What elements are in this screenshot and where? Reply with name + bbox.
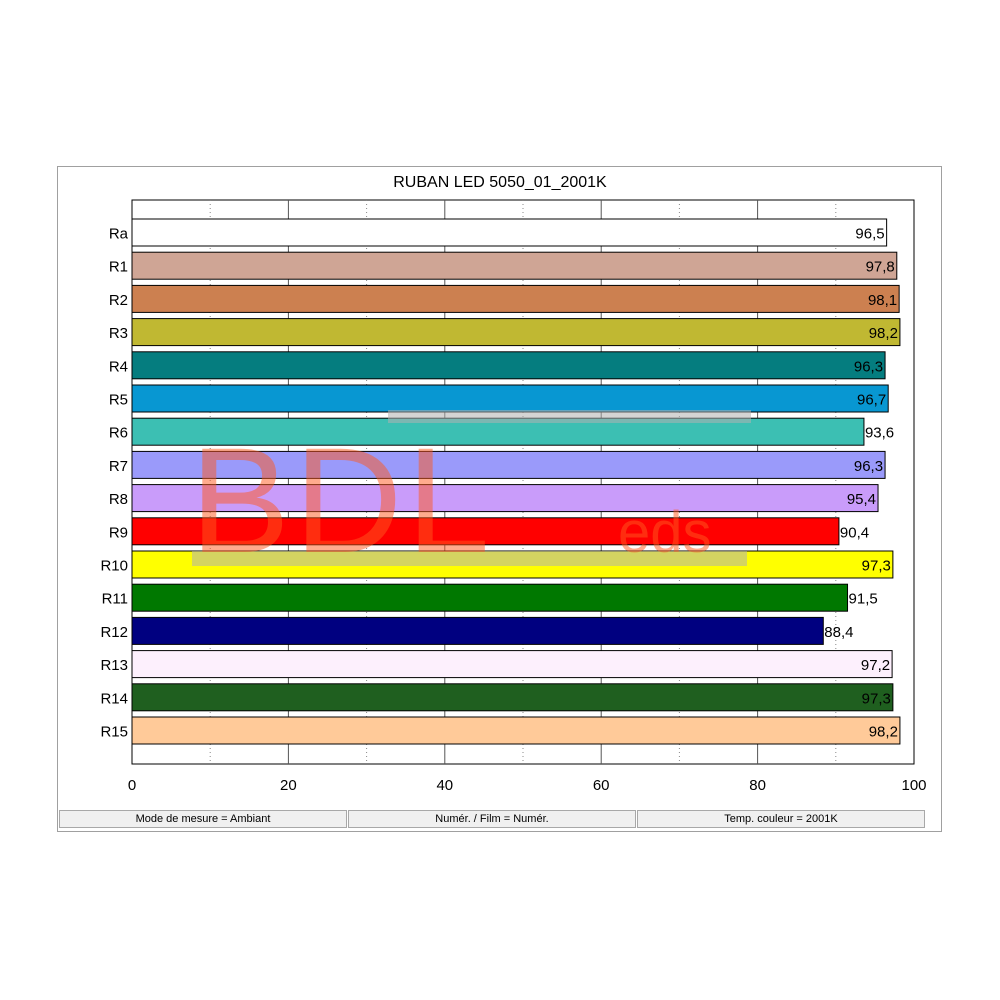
value-label: 98,2 — [869, 724, 898, 741]
category-label: R1 — [109, 259, 128, 276]
category-label: R6 — [109, 425, 128, 442]
bar-r11 — [131, 583, 849, 612]
bar-ra — [131, 218, 888, 247]
value-label: 96,7 — [857, 392, 886, 409]
bar-r8 — [131, 484, 879, 513]
value-label: 96,3 — [854, 458, 883, 475]
value-label: 97,2 — [861, 657, 890, 674]
value-label: 90,4 — [840, 524, 869, 541]
bar-r15 — [131, 716, 901, 745]
bar-r12 — [131, 616, 824, 645]
status-bar: Mode de mesure = Ambiant Numér. / Film =… — [59, 810, 927, 829]
category-label: R8 — [109, 491, 128, 508]
bar-r13 — [131, 650, 893, 679]
category-label: R13 — [100, 657, 128, 674]
bar-r9 — [131, 517, 840, 546]
bar-r5 — [131, 384, 889, 413]
category-label: R15 — [100, 724, 128, 741]
category-label: R9 — [109, 524, 128, 541]
value-label: 96,3 — [854, 358, 883, 375]
value-label: 97,3 — [862, 690, 891, 707]
category-label: Ra — [109, 226, 129, 243]
status-color-temp: Temp. couleur = 2001K — [637, 810, 925, 828]
x-tick-label: 20 — [280, 777, 297, 794]
category-label: R4 — [109, 358, 128, 375]
value-label: 88,4 — [824, 624, 853, 641]
bar-r14 — [131, 683, 894, 712]
category-label: R3 — [109, 325, 128, 342]
bar-r4 — [131, 351, 886, 380]
plot-area: Ra 96,5 R1 97,8 R2 98,1 R3 98,2 R4 96,3 R5 96,7 R6 93… — [100, 199, 927, 794]
category-label: R10 — [100, 558, 128, 575]
x-tick-label: 40 — [436, 777, 453, 794]
status-film: Numér. / Film = Numér. — [348, 810, 636, 828]
value-label: 91,5 — [849, 591, 878, 608]
bar-r2 — [131, 284, 900, 313]
x-tick-label: 0 — [128, 777, 136, 794]
value-label: 98,1 — [868, 292, 897, 309]
x-tick-label: 80 — [749, 777, 766, 794]
chart-title: RUBAN LED 5050_01_2001K — [393, 174, 607, 191]
value-label: 93,6 — [865, 425, 894, 442]
bar-r7 — [131, 450, 886, 479]
category-label: R12 — [100, 624, 128, 641]
x-tick-label: 60 — [593, 777, 610, 794]
category-label: R7 — [109, 458, 128, 475]
bar-r1 — [131, 251, 898, 280]
value-label: 98,2 — [869, 325, 898, 342]
bar-r3 — [131, 318, 901, 347]
value-label: 96,5 — [855, 226, 884, 243]
category-label: R11 — [102, 591, 128, 608]
status-mode: Mode de mesure = Ambiant — [59, 810, 347, 828]
value-label: 97,3 — [862, 558, 891, 575]
value-label: 95,4 — [847, 491, 876, 508]
category-label: R5 — [109, 392, 128, 409]
bar-r10 — [131, 550, 894, 579]
bar-r6 — [131, 417, 865, 446]
value-label: 97,8 — [866, 259, 895, 276]
category-label: R14 — [100, 690, 128, 707]
category-label: R2 — [109, 292, 128, 309]
x-tick-label: 100 — [901, 777, 926, 794]
